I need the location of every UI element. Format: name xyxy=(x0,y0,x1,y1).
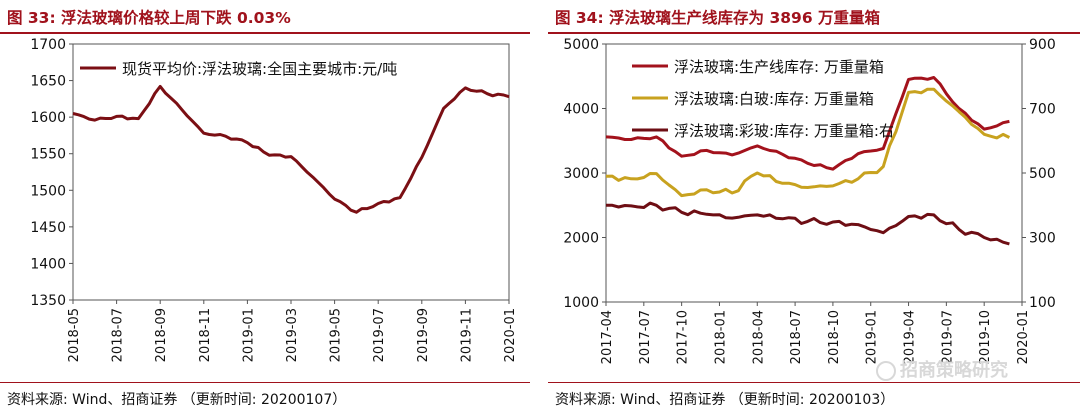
y2-tick-label: 500 xyxy=(1029,166,1056,182)
y2-tick-label: 700 xyxy=(1029,102,1056,118)
x-tick-label: 2019-04 xyxy=(903,310,918,364)
watermark: 招商策略研究 xyxy=(876,356,1008,382)
x-tick-label: 2017-10 xyxy=(676,310,691,364)
series-line-1 xyxy=(605,76,1010,171)
x-tick-label: 2018-10 xyxy=(827,310,842,364)
figure-34-bottom-rule xyxy=(548,382,1080,383)
figure-33-top-rule xyxy=(0,32,530,34)
x-tick-label: 2019-07 xyxy=(372,308,387,362)
y-tick-label: 2000 xyxy=(563,231,599,247)
figure-33-title: 图 33: 浮法玻璃价格较上周下跌 0.03% xyxy=(7,9,291,27)
x-tick-label: 2020-01 xyxy=(1016,310,1031,364)
y-tick-label: 1700 xyxy=(30,37,66,53)
y-tick-label: 1350 xyxy=(30,293,66,309)
y-tick-label: 1550 xyxy=(30,147,66,163)
series-line-3 xyxy=(606,201,1010,246)
x-tick-label: 2019-05 xyxy=(329,308,344,362)
figure-34-top-rule xyxy=(548,32,1080,34)
x-tick-label: 2019-11 xyxy=(459,308,474,362)
figure-34-panel: 图 34: 浮法玻璃生产线库存为 3896 万重量箱 1000 2000 3000 4… xyxy=(548,0,1080,418)
y-tick-label: 1650 xyxy=(30,74,66,90)
y2-tick-label: 300 xyxy=(1029,231,1056,247)
x-tick-label: 2018-11 xyxy=(198,308,213,362)
x-tick-label: 2019-01 xyxy=(865,310,880,364)
x-tick-label: 2019-01 xyxy=(241,308,256,362)
series-line-1 xyxy=(72,84,510,214)
plot-frame xyxy=(72,43,510,301)
figure-34-title: 图 34: 浮法玻璃生产线库存为 3896 万重量箱 xyxy=(555,9,880,27)
figure-34-chart: 1000 2000 3000 4000 5000 100 300 500 700 900 2017-… xyxy=(563,37,1056,364)
x-tick-label: 2018-01 xyxy=(713,310,728,364)
legend-label-3: 浮法玻璃:彩玻:库存: 万重量箱:右 xyxy=(674,122,894,140)
legend-label-1: 现货平均价:浮法玻璃:全国主要城市:元/吨 xyxy=(122,60,397,78)
y-tick-label: 5000 xyxy=(563,37,599,53)
x-tick-label: 2019-07 xyxy=(940,310,955,364)
y-tick-label: 1400 xyxy=(30,256,66,272)
y-tick-label: 4000 xyxy=(563,102,599,118)
x-tick-label: 2018-07 xyxy=(111,308,126,362)
series-line-2 xyxy=(605,87,1011,198)
figure-33-source: 资料来源: Wind、招商证券 （更新时间: 20200107） xyxy=(7,392,347,408)
x-tick-label: 2018-04 xyxy=(751,310,766,364)
figure-33-bottom-rule xyxy=(0,382,530,383)
y-tick-label: 1600 xyxy=(30,110,66,126)
figure-33-panel: 图 33: 浮法玻璃价格较上周下跌 0.03% 1350 1400 1450 1500… xyxy=(0,0,530,418)
y2-tick-label: 100 xyxy=(1029,295,1056,311)
y2-tick-label: 900 xyxy=(1029,37,1056,53)
x-tick-label: 2018-09 xyxy=(154,308,169,362)
x-tick-label: 2020-01 xyxy=(503,308,518,362)
legend-label-2: 浮法玻璃:白玻:库存: 万重量箱 xyxy=(674,90,874,108)
wechat-icon xyxy=(876,361,896,381)
legend-label-1: 浮法玻璃:生产线库存: 万重量箱 xyxy=(674,58,884,76)
y-tick-label: 1000 xyxy=(563,295,599,311)
x-tick-label: 2019-10 xyxy=(978,310,993,364)
x-tick-label: 2019-09 xyxy=(416,308,431,362)
x-tick-label: 2019-03 xyxy=(285,308,300,362)
y-tick-label: 3000 xyxy=(563,166,599,182)
y-tick-label: 1450 xyxy=(30,220,66,236)
x-tick-label: 2017-07 xyxy=(638,310,653,364)
x-tick-label: 2017-04 xyxy=(600,310,615,364)
y-tick-label: 1500 xyxy=(30,183,66,199)
x-tick-label: 2018-07 xyxy=(789,310,804,364)
watermark-text: 招商策略研究 xyxy=(900,360,1008,381)
figure-34-source: 资料来源: Wind、招商证券 （更新时间: 20200103） xyxy=(555,392,895,408)
figure-33-chart: 1350 1400 1450 1500 1550 1600 1650 1700 2018-05 2… xyxy=(30,37,518,362)
x-tick-label: 2018-05 xyxy=(67,308,82,362)
plot-frame xyxy=(605,43,1023,303)
